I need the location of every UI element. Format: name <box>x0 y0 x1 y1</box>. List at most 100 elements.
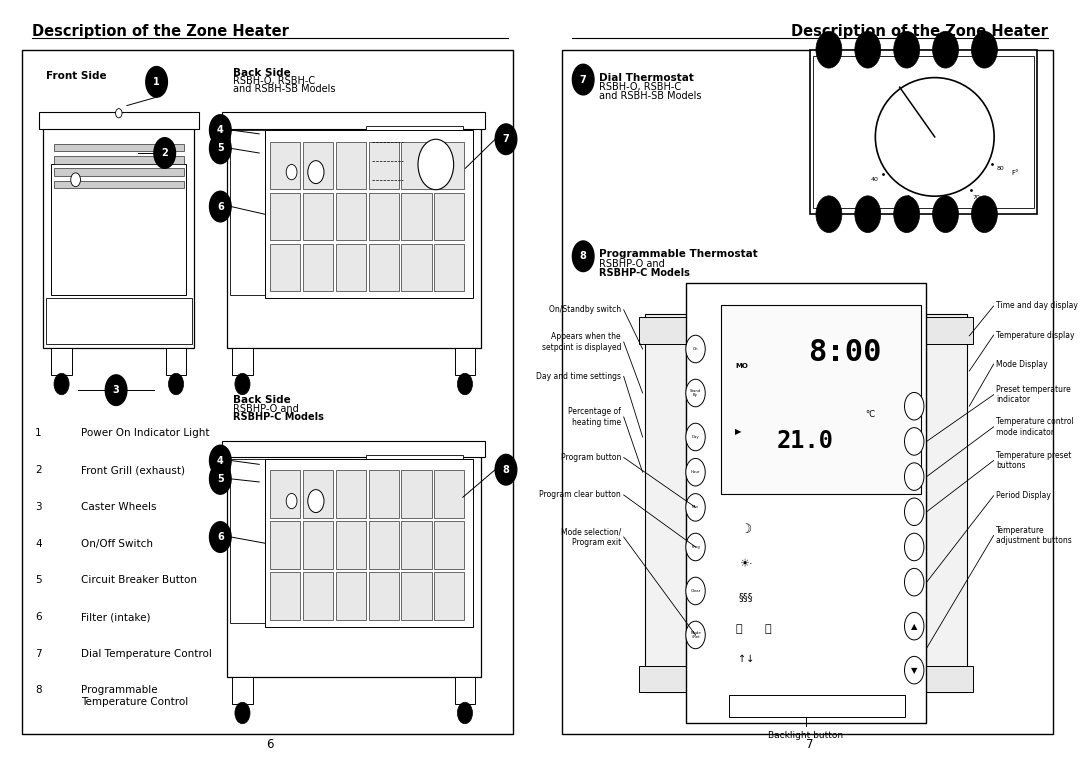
Bar <box>721 305 920 494</box>
Bar <box>54 144 184 151</box>
Bar <box>302 243 333 291</box>
Text: Stand
By: Stand By <box>690 389 701 397</box>
Text: and RSBH-SB Models: and RSBH-SB Models <box>233 84 336 94</box>
Circle shape <box>572 241 594 272</box>
Circle shape <box>894 196 920 233</box>
Text: Back Side: Back Side <box>233 68 291 78</box>
Text: 2: 2 <box>35 465 42 475</box>
Text: 21.0: 21.0 <box>777 429 834 453</box>
Circle shape <box>905 392 924 420</box>
Bar <box>302 193 333 239</box>
Text: 4: 4 <box>217 125 224 135</box>
Circle shape <box>286 493 297 509</box>
Text: Day and time settings: Day and time settings <box>536 372 621 381</box>
Text: ☀·: ☀· <box>739 558 753 569</box>
Text: Percentage of
heating time: Percentage of heating time <box>568 407 621 427</box>
Text: Temperature
adjustment buttons: Temperature adjustment buttons <box>996 526 1072 545</box>
Circle shape <box>210 115 231 145</box>
Text: 7: 7 <box>580 74 586 85</box>
Bar <box>434 522 464 568</box>
Bar <box>368 193 399 239</box>
Text: Prog: Prog <box>691 545 700 549</box>
Bar <box>434 142 464 189</box>
Text: ☽: ☽ <box>740 523 752 535</box>
Text: Temperature display: Temperature display <box>996 330 1075 340</box>
Text: Mode Display: Mode Display <box>996 360 1048 369</box>
Circle shape <box>572 64 594 95</box>
Circle shape <box>905 612 924 640</box>
Bar <box>810 50 1037 214</box>
Circle shape <box>816 196 842 233</box>
Text: 6: 6 <box>267 738 273 751</box>
Bar <box>270 243 300 291</box>
Text: Front Side: Front Side <box>46 71 107 81</box>
Circle shape <box>905 428 924 455</box>
Circle shape <box>457 702 473 724</box>
Text: 5: 5 <box>217 143 224 154</box>
Text: Time and day display: Time and day display <box>996 301 1078 311</box>
Text: Programmable
Temperature Control: Programmable Temperature Control <box>81 685 188 707</box>
Circle shape <box>972 196 998 233</box>
Text: Appears when the
setpoint is displayed: Appears when the setpoint is displayed <box>541 332 621 352</box>
Text: RSBH-O, RSBH-C: RSBH-O, RSBH-C <box>599 82 681 92</box>
Bar <box>336 470 366 518</box>
Text: 7: 7 <box>502 134 510 145</box>
Text: 3: 3 <box>35 502 42 512</box>
Bar <box>402 522 432 568</box>
Text: 60: 60 <box>937 209 945 213</box>
Text: 4: 4 <box>217 455 224 466</box>
Circle shape <box>153 138 175 168</box>
Bar <box>43 115 194 348</box>
Text: Day: Day <box>691 435 700 439</box>
Bar <box>52 164 186 295</box>
Bar <box>922 666 973 692</box>
Text: 40: 40 <box>872 177 879 182</box>
Circle shape <box>686 493 705 521</box>
Text: Min: Min <box>692 506 699 509</box>
Circle shape <box>210 445 231 476</box>
Text: 8: 8 <box>580 251 586 262</box>
Text: Back Side: Back Side <box>233 396 291 405</box>
Bar <box>729 695 905 717</box>
Bar <box>562 50 1053 734</box>
Text: Caster Wheels: Caster Wheels <box>81 502 157 512</box>
Bar <box>927 314 967 692</box>
Circle shape <box>932 31 959 68</box>
Circle shape <box>495 454 516 485</box>
Text: 6: 6 <box>217 201 224 212</box>
Text: ↑↓: ↑↓ <box>738 654 754 665</box>
Circle shape <box>495 124 516 155</box>
Text: Dial Temperature Control: Dial Temperature Control <box>81 649 212 659</box>
Bar <box>302 572 333 620</box>
Text: §§§: §§§ <box>739 591 753 602</box>
Bar <box>336 193 366 239</box>
Circle shape <box>146 67 167 97</box>
Text: Description of the Zone Heater: Description of the Zone Heater <box>791 24 1048 40</box>
Bar <box>434 470 464 518</box>
Bar <box>302 470 333 518</box>
Text: Circuit Breaker Button: Circuit Breaker Button <box>81 575 197 585</box>
Bar <box>22 50 513 734</box>
Circle shape <box>905 498 924 526</box>
Bar <box>366 455 463 532</box>
Circle shape <box>686 533 705 561</box>
Bar <box>52 348 71 375</box>
Bar <box>336 522 366 568</box>
Text: 50: 50 <box>900 202 908 207</box>
Circle shape <box>234 373 251 395</box>
Circle shape <box>168 373 184 395</box>
Bar <box>270 142 300 189</box>
Bar <box>402 193 432 239</box>
Bar <box>265 459 473 627</box>
Circle shape <box>308 161 324 184</box>
Circle shape <box>106 375 127 405</box>
Bar <box>402 470 432 518</box>
Circle shape <box>210 191 231 222</box>
Circle shape <box>116 109 122 118</box>
Text: Clear: Clear <box>690 589 701 593</box>
Bar <box>232 348 253 375</box>
Text: 7: 7 <box>807 738 813 751</box>
Circle shape <box>418 139 454 190</box>
Text: On/Standby switch: On/Standby switch <box>549 305 621 314</box>
Text: RSBH-O, RSBH-C: RSBH-O, RSBH-C <box>233 76 315 86</box>
